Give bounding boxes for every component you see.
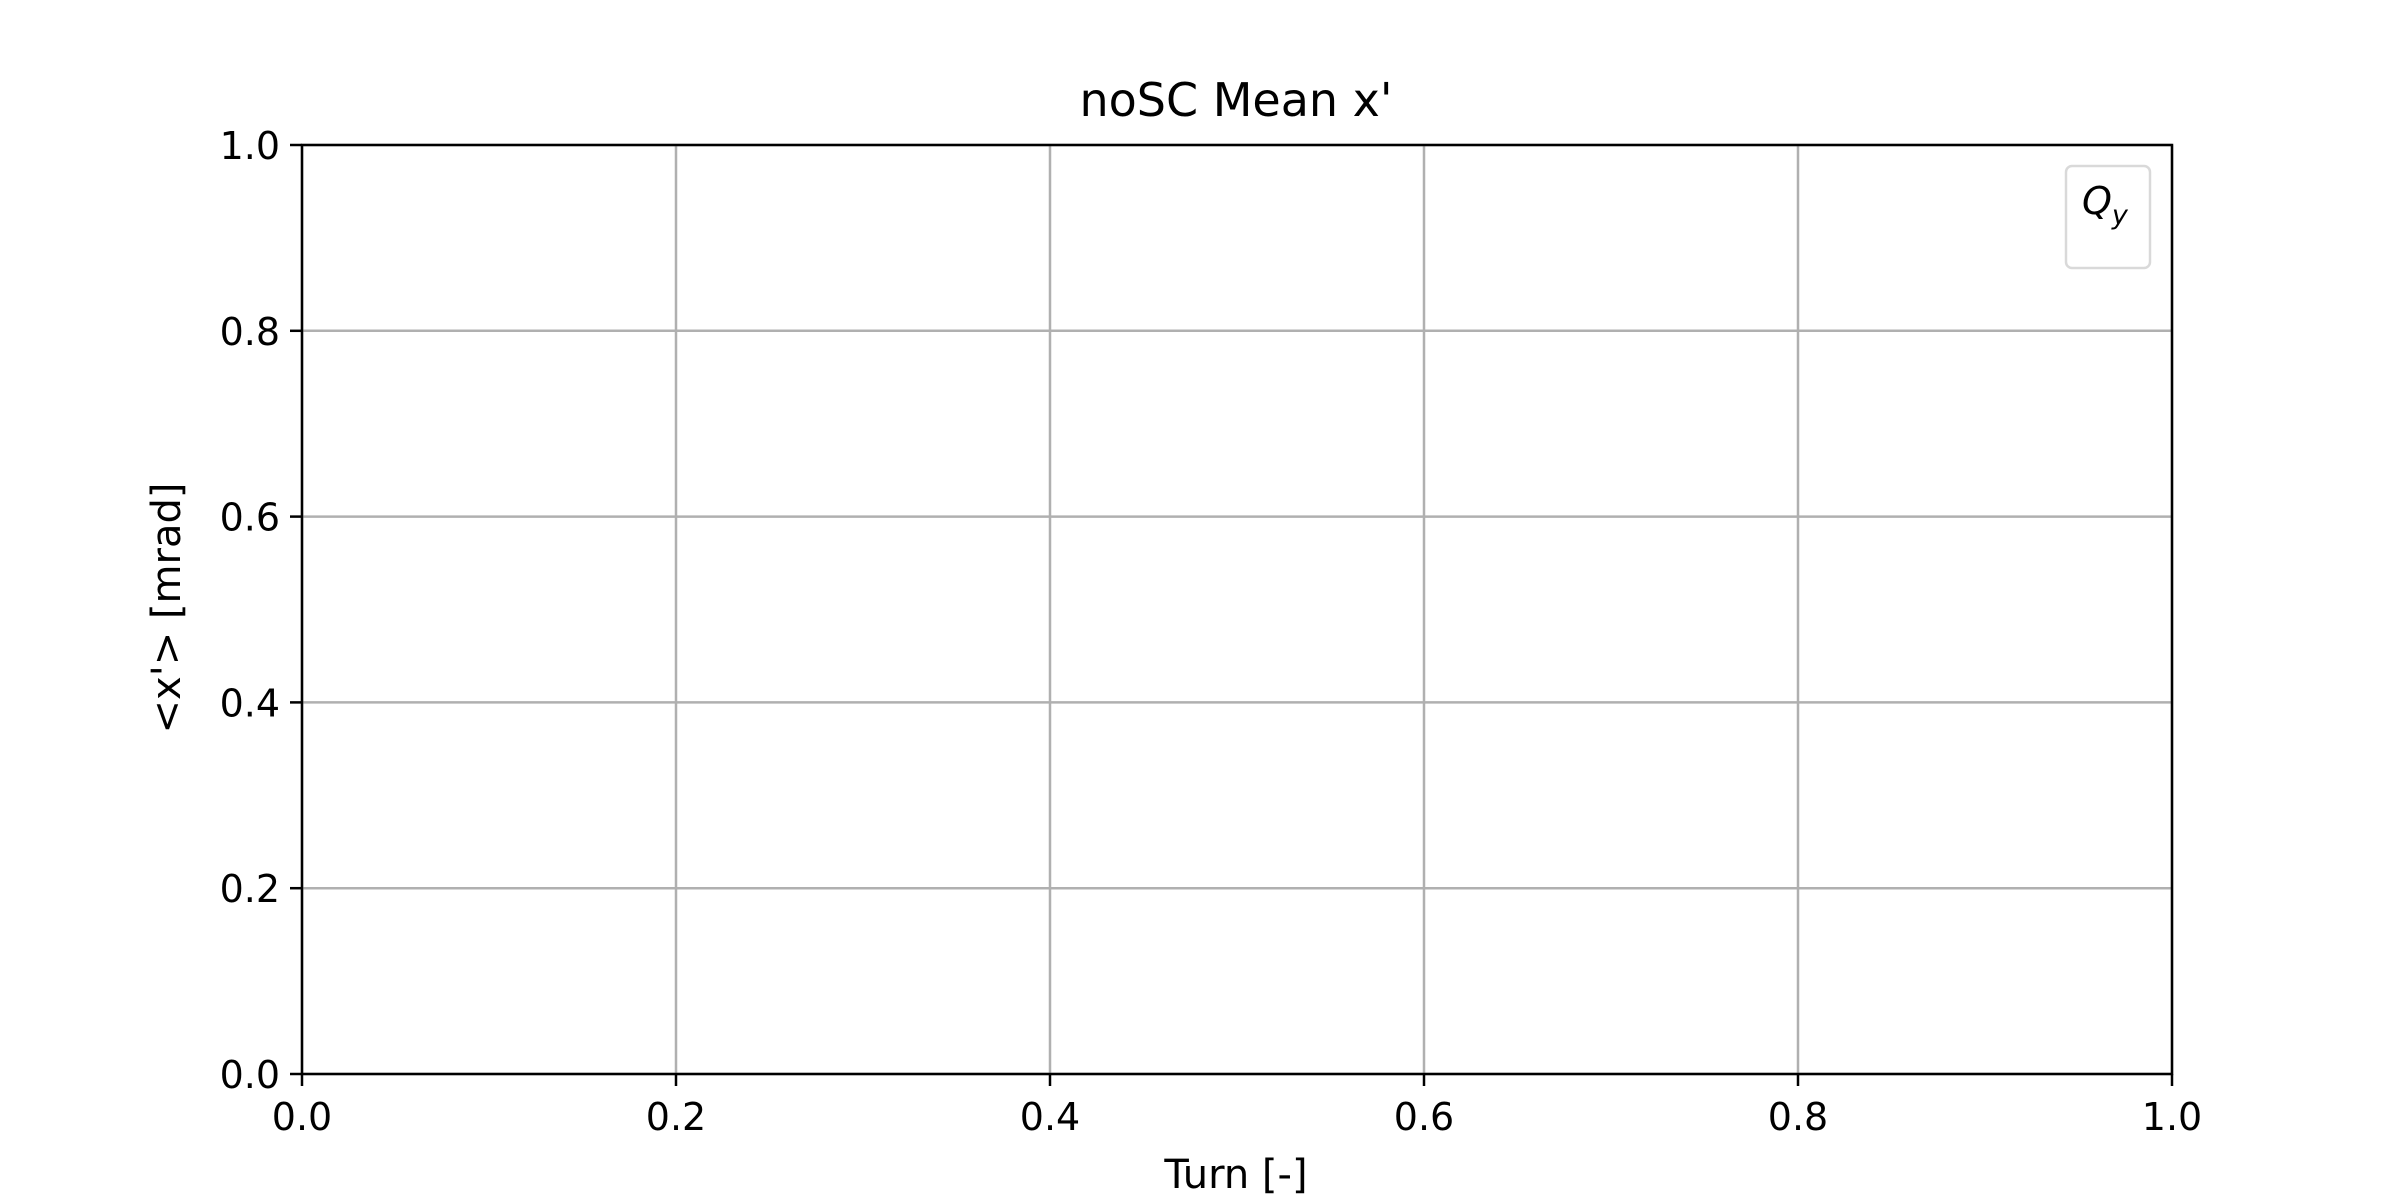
x-tick-label: 0.2 bbox=[646, 1095, 706, 1139]
x-axis-label: Turn [-] bbox=[1163, 1152, 1307, 1198]
legend-title-main: Q bbox=[2082, 179, 2112, 223]
x-tick-label: 0.4 bbox=[1020, 1095, 1080, 1139]
y-tick-label: 1.0 bbox=[220, 124, 280, 168]
y-tick-label: 0.4 bbox=[220, 681, 280, 725]
plot-frame bbox=[300, 143, 2174, 1076]
legend-title-sub: y bbox=[2111, 200, 2129, 231]
x-tick-label: 0.0 bbox=[272, 1095, 332, 1139]
y-tick-label: 0.0 bbox=[220, 1053, 280, 1097]
axis-ticks: 0.0 0.2 0.4 0.6 0.8 1.0 0.0 0.2 0.4 0.6 0.8 1.0 bbox=[220, 124, 2203, 1139]
legend: Qy bbox=[2064, 164, 2152, 270]
y-tick-label: 0.6 bbox=[220, 496, 280, 540]
x-tick-label: 0.8 bbox=[1768, 1095, 1828, 1139]
x-tick-label: 0.6 bbox=[1394, 1095, 1454, 1139]
x-tick-label: 1.0 bbox=[2142, 1095, 2202, 1139]
y-axis-label: <x'> [mrad] bbox=[144, 483, 190, 734]
y-tick-label: 0.8 bbox=[220, 310, 280, 354]
legend-title: Qy bbox=[2082, 179, 2129, 231]
y-tick-label: 0.2 bbox=[220, 867, 280, 911]
legend-box bbox=[2064, 164, 2152, 270]
chart-title: noSC Mean x' bbox=[1079, 73, 1392, 127]
